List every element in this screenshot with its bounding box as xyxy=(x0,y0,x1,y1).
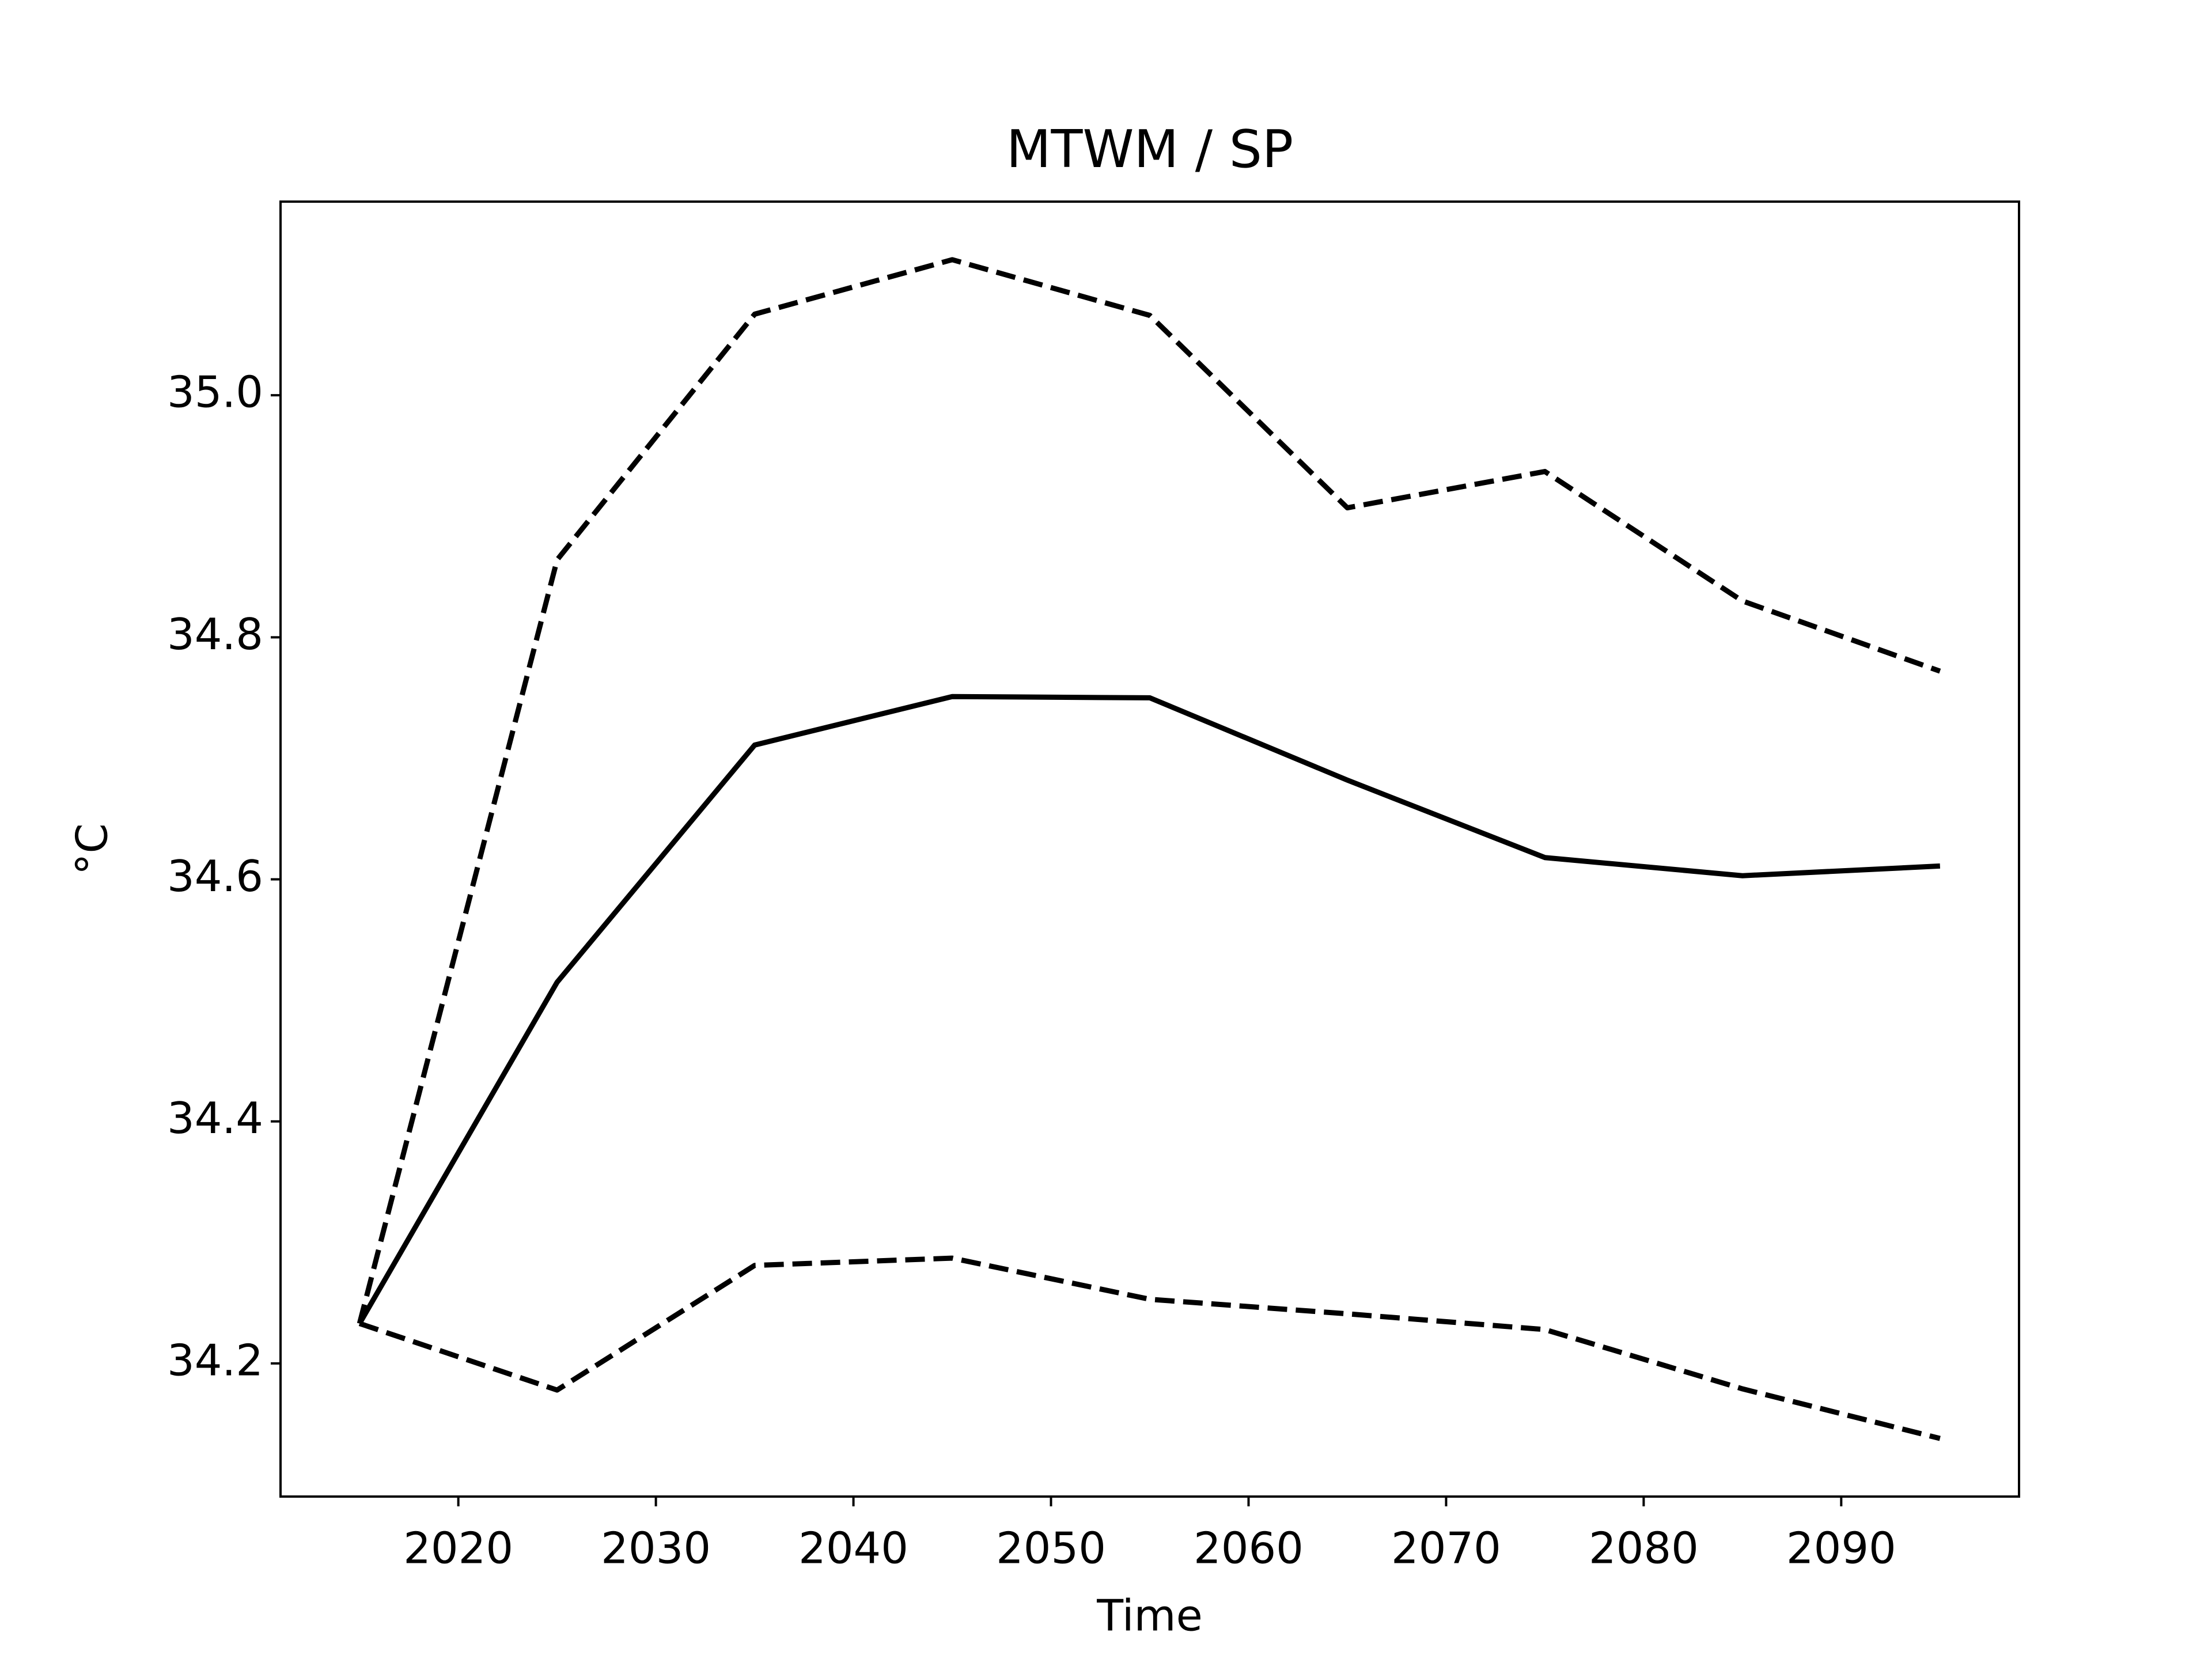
y-tick-label: 34.8 xyxy=(167,609,263,660)
chart-title: MTWM / SP xyxy=(1006,119,1293,180)
x-tick-label: 2030 xyxy=(601,1523,711,1574)
x-tick-label: 2080 xyxy=(1589,1523,1699,1574)
y-tick-label: 34.6 xyxy=(167,851,263,902)
x-tick-label: 2090 xyxy=(1786,1523,1896,1574)
x-axis-label: Time xyxy=(1096,1590,1203,1641)
x-tick-label: 2020 xyxy=(403,1523,513,1574)
x-tick-label: 2060 xyxy=(1194,1523,1304,1574)
y-tick-label: 35.0 xyxy=(167,367,263,418)
data-line xyxy=(357,257,1941,1324)
x-tick-label: 2070 xyxy=(1391,1523,1501,1574)
plot-frame xyxy=(279,200,2020,1498)
y-tick-label: 34.4 xyxy=(167,1093,263,1143)
data-line xyxy=(357,694,1941,1325)
y-axis-label: °C xyxy=(67,823,118,875)
x-tick-label: 2040 xyxy=(798,1523,908,1574)
x-tick-label: 2050 xyxy=(996,1523,1106,1574)
y-tick-label: 34.2 xyxy=(167,1335,263,1385)
data-line xyxy=(358,1255,1941,1441)
